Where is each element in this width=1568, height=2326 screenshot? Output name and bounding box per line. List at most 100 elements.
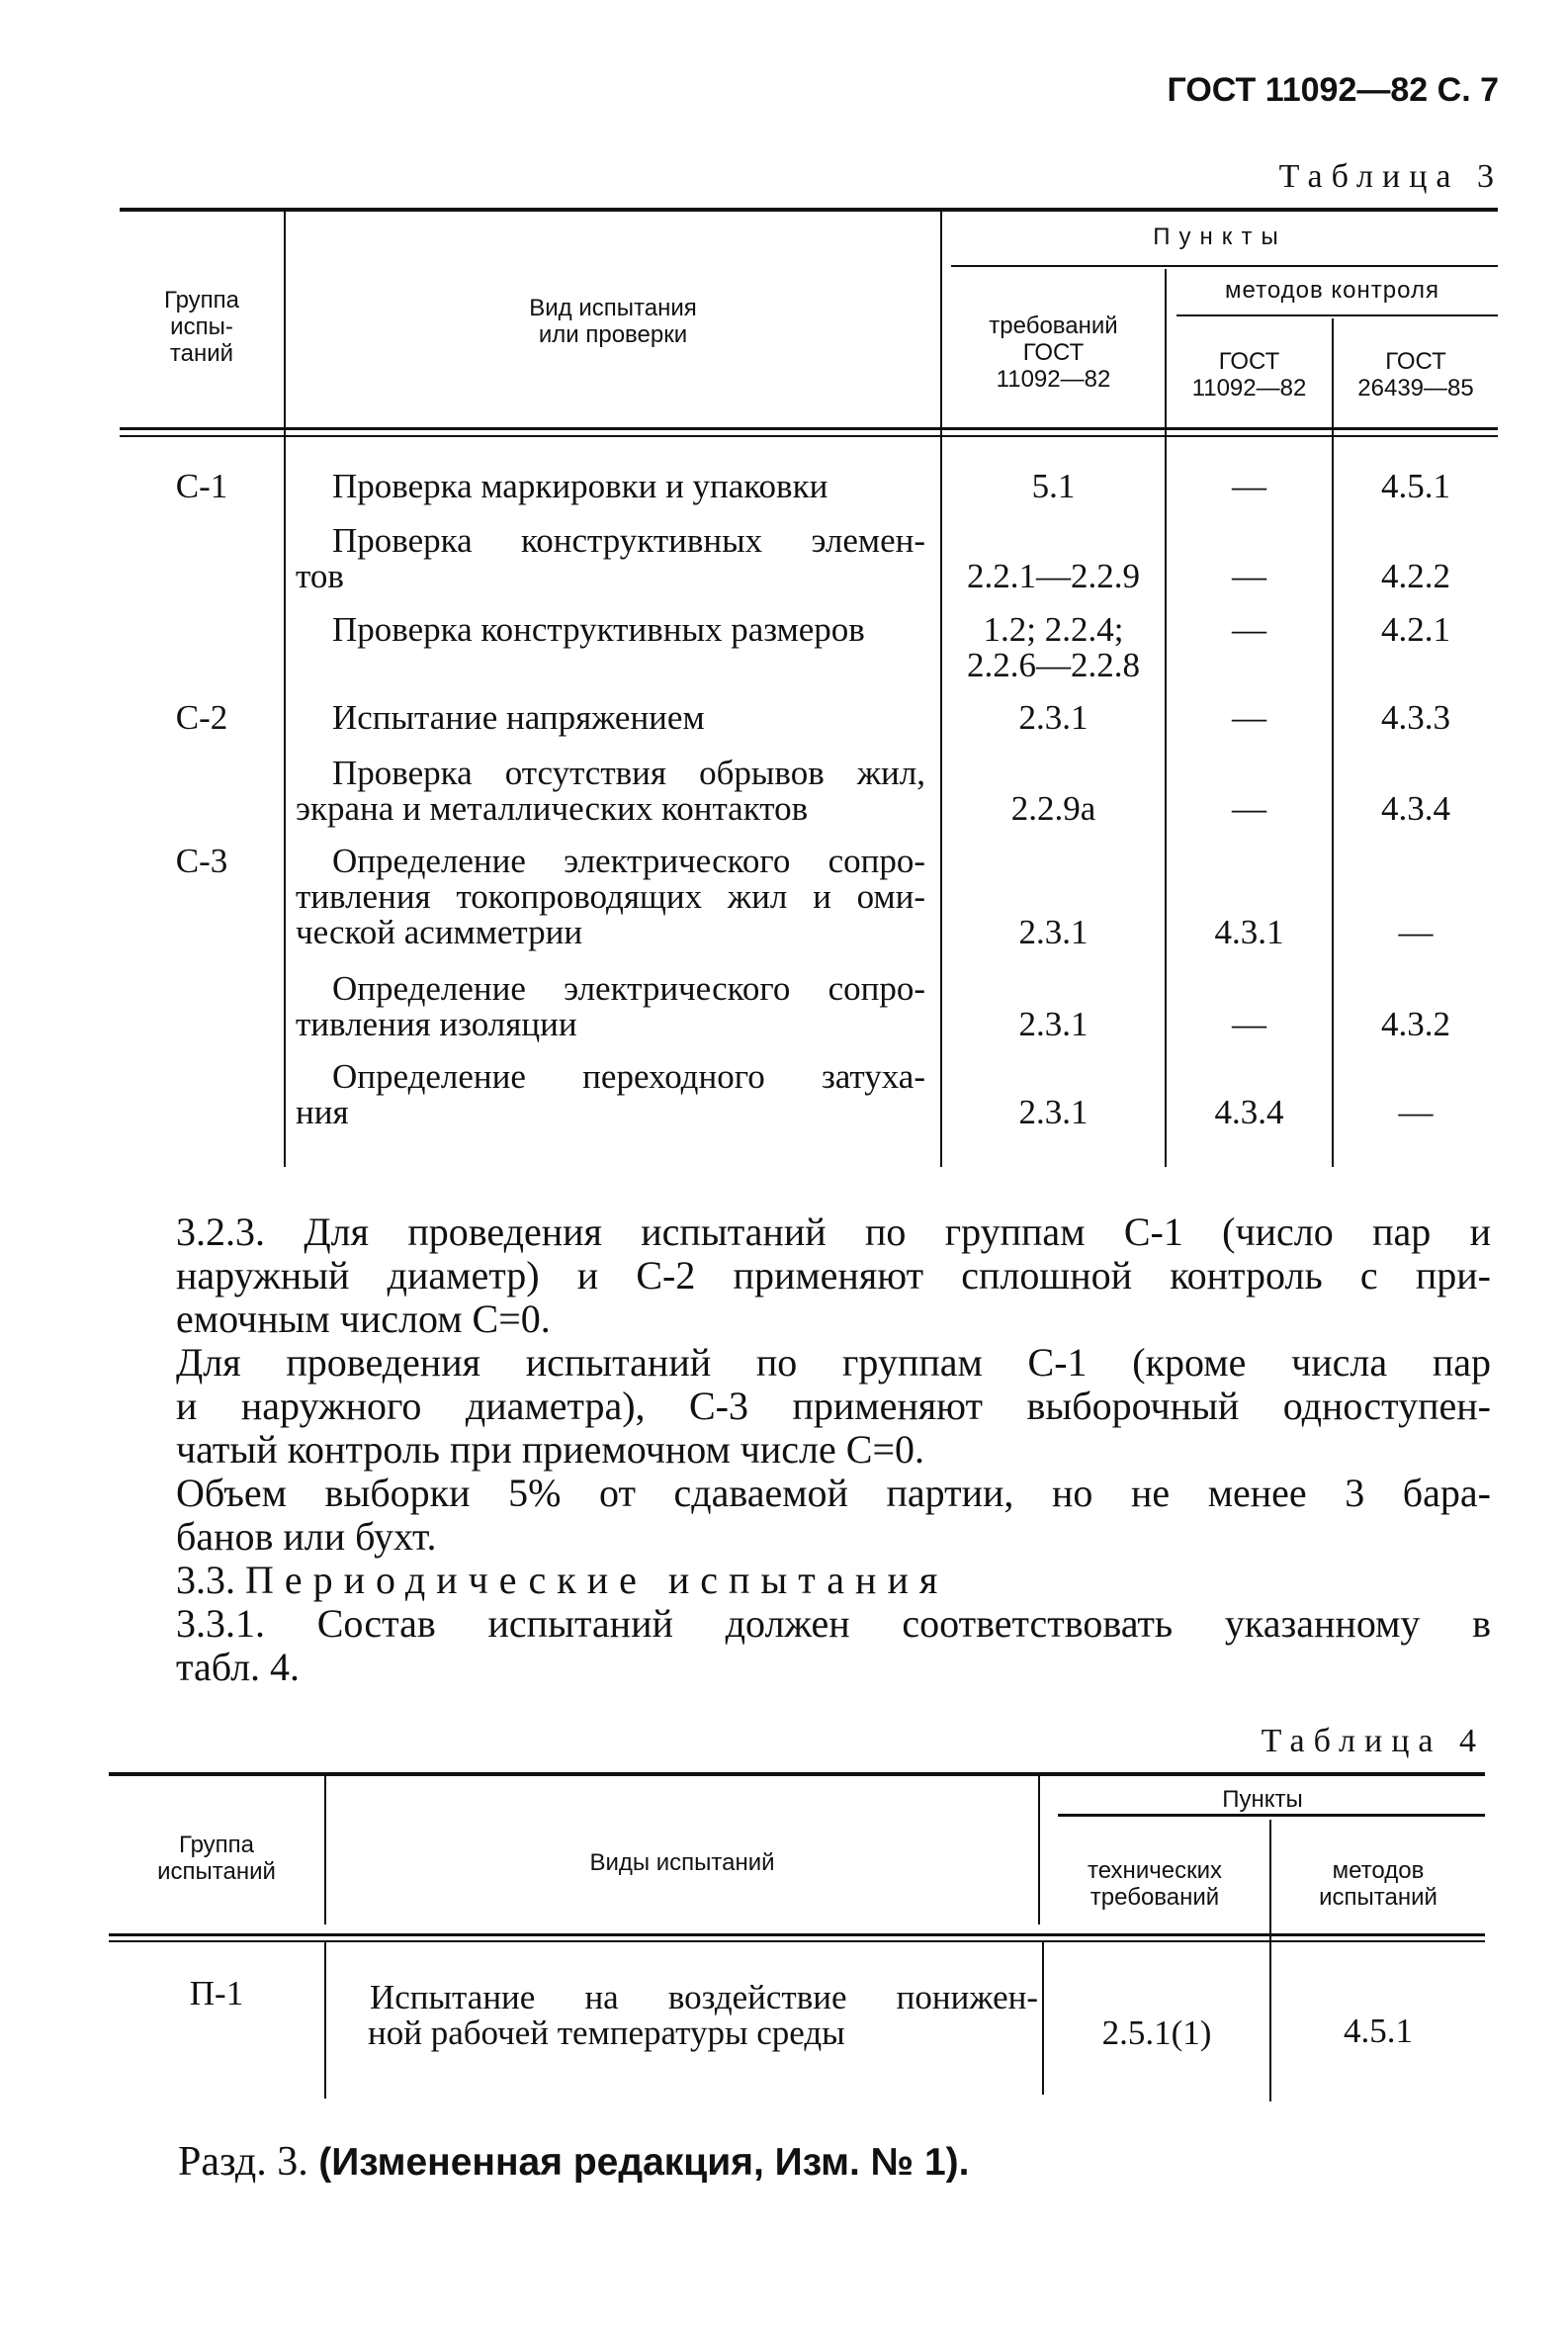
section-title: Периодические испытания — [245, 1558, 949, 1602]
table3-col-divider — [284, 212, 286, 1167]
header-line: Группа — [178, 1832, 255, 1858]
header-line: 11092—82 — [996, 366, 1111, 393]
header-line: 11092—82 — [1191, 375, 1307, 402]
text-line: чатый контроль при приемочном числе C=0. — [176, 1427, 925, 1472]
paragraphs: 3.2.3. Для проведения испытаний по групп… — [176, 1210, 1491, 1689]
table3-cell-kind-line: тивления токопроводящих жил и оми- — [296, 877, 925, 916]
text-line: 3.3.1. Состав испытаний должен соответст… — [176, 1601, 1491, 1646]
table3-cell-method-gost-26439: 4.2.1 — [1381, 610, 1450, 649]
table3-cell-kind-line: ческой асимметрии — [296, 913, 583, 951]
table3-header-methods: методов контроля — [1225, 277, 1439, 304]
table3-top-rule — [120, 208, 1498, 212]
table3-cell-requirement: 1.2; 2.2.4; — [983, 610, 1124, 649]
header-line: таний — [169, 340, 234, 367]
table3-cell-method-gost-26439: 4.3.2 — [1381, 1005, 1450, 1043]
table4-caption: Таблица 4 — [1261, 1723, 1485, 1759]
paragraph-sample-size: Объем выборки 5% от сдаваемой партии, но… — [176, 1472, 1491, 1559]
table3-cell-group: С-2 — [175, 698, 228, 737]
header-line: ГОСТ — [1022, 339, 1085, 366]
table4-cell-group: П-1 — [189, 1974, 244, 2013]
table3-header-rule-2 — [120, 435, 1498, 437]
header-line: требований — [1089, 1884, 1220, 1911]
header-line: или проверки — [538, 321, 688, 348]
table3-cell-kind-line: Проверка конструктивных элемен- — [332, 521, 925, 560]
table3-cell-group: С-3 — [175, 842, 228, 880]
table3-cell-kind-line: Проверка отсутствия обрывов жил, — [332, 754, 925, 792]
text-line: наружный диаметр) и С-2 применяют сплошн… — [176, 1253, 1491, 1297]
footer-amendment: (Измененная редакция, Изм. № 1). — [318, 2141, 970, 2184]
table3-col-divider — [940, 212, 942, 1167]
table4-top-rule — [109, 1772, 1485, 1776]
table4-header-methods: методов испытаний — [1271, 1857, 1485, 1911]
table3-cell-kind-line: ния — [296, 1093, 349, 1131]
table4-points-rule — [1058, 1814, 1485, 1817]
table3-cell-requirement: 2.3.1 — [1018, 1005, 1089, 1043]
table3-header-gost1: ГОСТ 11092—82 — [1167, 348, 1332, 402]
header-line: ГОСТ — [1385, 348, 1446, 375]
table3-header-group: Группа испы- таний — [120, 287, 284, 367]
table3-cell-kind-line: тов — [296, 557, 344, 595]
header-line: 26439—85 — [1357, 375, 1474, 402]
table4-header-rule-2 — [109, 1940, 1485, 1942]
text-line: и наружного диаметра), С-3 применяют выб… — [176, 1384, 1491, 1428]
table4-cell-tech: 2.5.1(1) — [1101, 2013, 1212, 2052]
table3-cell-requirement: 2.3.1 — [1018, 1093, 1089, 1131]
table4-header-points: Пункты — [1222, 1786, 1303, 1813]
text-line: Для проведения испытаний по группам С-1 … — [176, 1340, 1491, 1385]
paragraph-3-2-3: 3.2.3. Для проведения испытаний по групп… — [176, 1210, 1491, 1341]
table3-cell-method-gost-26439: 4.3.3 — [1381, 698, 1450, 737]
table3-cell-method-gost-11092: — — [1232, 789, 1266, 828]
table3-cell-method-gost-11092: — — [1232, 1005, 1266, 1043]
table4-header-kind: Виды испытаний — [589, 1849, 775, 1876]
table3-cell-method-gost-26439: — — [1398, 913, 1434, 951]
table4-col-divider — [324, 1776, 326, 1924]
paragraph-sampling: Для проведения испытаний по группам С-1 … — [176, 1341, 1491, 1472]
table3-cell-requirement: 2.3.1 — [1018, 698, 1089, 737]
table3-cell-method-gost-26439: 4.5.1 — [1381, 467, 1450, 505]
header-line: испытаний — [157, 1858, 276, 1885]
table3-cell-method-gost-26439: 4.2.2 — [1381, 557, 1450, 595]
text-line: табл. 4. — [176, 1645, 301, 1689]
table3-cell-requirement: 5.1 — [1031, 467, 1076, 505]
table3-cell-kind-line: Определение переходного затуха- — [332, 1057, 925, 1096]
text-line: Объем выборки 5% от сдаваемой партии, но… — [176, 1471, 1491, 1515]
table3-methods-rule — [1176, 314, 1498, 316]
table3-cell-method-gost-11092: 4.3.4 — [1214, 1093, 1284, 1131]
table3-cell-method-gost-26439: — — [1398, 1093, 1434, 1131]
header-line: испы- — [170, 313, 233, 340]
table3-cell-kind-line: Определение электрического сопро- — [332, 842, 925, 880]
table3-header-kind: Вид испытания или проверки — [286, 295, 940, 348]
page-header: ГОСТ 11092—82 С. 7 — [1167, 71, 1499, 109]
table4-header-group: Группа испытаний — [109, 1832, 324, 1885]
table3-cell-requirement: 2.2.6—2.2.8 — [967, 646, 1140, 684]
table4-col-divider — [1269, 1820, 1271, 2102]
text-line: емочным числом C=0. — [176, 1297, 551, 1341]
table3-cell-method-gost-11092: 4.3.1 — [1214, 913, 1284, 951]
table3-cell-method-gost-11092: — — [1232, 467, 1266, 505]
table4-cell-kind-line: ной рабочей температуры среды — [368, 2013, 845, 2052]
table3-points-rule — [951, 265, 1498, 267]
table3-cell-kind-line: Испытание напряжением — [332, 698, 705, 737]
header-line: методов — [1332, 1857, 1425, 1884]
table3-cell-kind-line: Определение электрического сопро- — [332, 969, 925, 1008]
footer-note: Разд. 3. (Измененная редакция, Изм. № 1)… — [178, 2138, 969, 2186]
table3-cell-method-gost-11092: — — [1232, 610, 1266, 649]
table3-cell-kind-line: тивления изоляции — [296, 1005, 577, 1043]
table4-header-rule-1 — [109, 1933, 1485, 1936]
paragraph-3-3-1: 3.3.1. Состав испытаний должен соответст… — [176, 1602, 1491, 1689]
table3-header-gost2: ГОСТ 26439—85 — [1334, 348, 1498, 402]
table4-col-divider — [324, 1940, 326, 2099]
table3-header-rule-1 — [120, 427, 1498, 430]
table3-caption: Таблица 3 — [1278, 158, 1503, 195]
header-line: испытаний — [1319, 1884, 1437, 1911]
table3-cell-requirement: 2.2.9а — [1010, 789, 1096, 828]
table3-cell-method-gost-11092: — — [1232, 557, 1266, 595]
text-line: банов или бухт. — [176, 1514, 437, 1559]
table4-col-divider — [1042, 1940, 1044, 2095]
table3-cell-kind-line: Проверка маркировки и упаковки — [332, 467, 828, 505]
table3-cell-method-gost-11092: — — [1232, 698, 1266, 737]
table3-header-points: Пункты — [1153, 224, 1287, 250]
section-number: 3.3. — [176, 1558, 235, 1602]
header-line: Группа — [163, 287, 240, 313]
table3-col-divider — [1332, 318, 1334, 1167]
